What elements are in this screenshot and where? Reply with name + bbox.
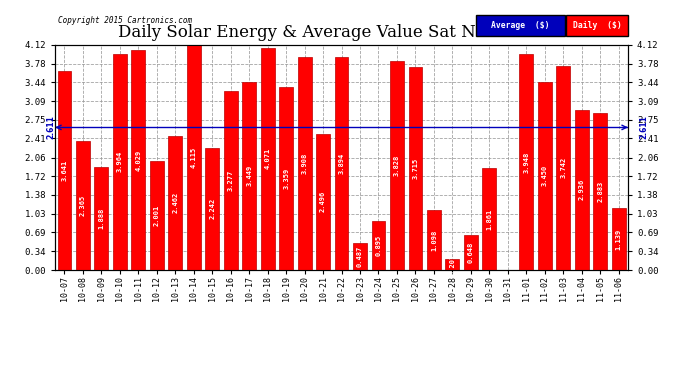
Text: 3.908: 3.908 — [302, 153, 308, 174]
Text: 3.277: 3.277 — [228, 170, 234, 191]
Title: Daily Solar Energy & Average Value Sat Nov 7 16:42: Daily Solar Energy & Average Value Sat N… — [119, 24, 564, 40]
Text: Daily  ($): Daily ($) — [573, 21, 622, 30]
Text: 2.001: 2.001 — [154, 205, 160, 226]
Text: 2.883: 2.883 — [597, 181, 603, 202]
Text: Copyright 2015 Cartronics.com: Copyright 2015 Cartronics.com — [58, 16, 193, 25]
Bar — [76, 141, 90, 270]
Text: 1.098: 1.098 — [431, 230, 437, 251]
Text: 4.115: 4.115 — [190, 147, 197, 168]
Bar — [464, 235, 477, 270]
Text: 0.487: 0.487 — [357, 246, 363, 267]
Bar — [297, 57, 311, 270]
Text: 3.449: 3.449 — [246, 165, 252, 186]
Bar — [612, 208, 626, 270]
Text: 3.641: 3.641 — [61, 160, 68, 181]
Bar — [206, 147, 219, 270]
Text: 0.207: 0.207 — [449, 254, 455, 275]
Text: 2.365: 2.365 — [80, 195, 86, 216]
Text: 2.611: 2.611 — [46, 116, 55, 140]
Text: 4.029: 4.029 — [135, 149, 141, 171]
Text: 2.936: 2.936 — [579, 179, 584, 201]
Text: 3.450: 3.450 — [542, 165, 548, 186]
Text: 2.496: 2.496 — [320, 191, 326, 213]
Bar — [131, 50, 146, 270]
Text: 0.648: 0.648 — [468, 242, 474, 263]
Text: 3.359: 3.359 — [283, 168, 289, 189]
Text: Average  ($): Average ($) — [491, 21, 549, 30]
Bar — [427, 210, 441, 270]
Bar — [316, 134, 330, 270]
Bar — [372, 221, 386, 270]
Text: 2.242: 2.242 — [209, 198, 215, 219]
Bar — [575, 110, 589, 270]
Text: 3.948: 3.948 — [523, 152, 529, 173]
Text: 3.964: 3.964 — [117, 151, 123, 172]
Bar — [335, 57, 348, 270]
Bar — [150, 161, 164, 270]
Bar — [390, 61, 404, 270]
Bar — [353, 243, 367, 270]
Bar — [408, 67, 422, 270]
FancyBboxPatch shape — [566, 15, 628, 36]
Text: 0.895: 0.895 — [375, 235, 382, 256]
Bar — [95, 167, 108, 270]
Text: 2.611: 2.611 — [640, 116, 649, 140]
Bar — [538, 82, 552, 270]
Text: 2.462: 2.462 — [172, 192, 178, 213]
Bar — [261, 48, 275, 270]
Text: 3.894: 3.894 — [339, 153, 344, 174]
Bar — [224, 91, 237, 270]
FancyBboxPatch shape — [476, 15, 565, 36]
Bar — [242, 82, 256, 270]
Text: 3.828: 3.828 — [394, 155, 400, 176]
Bar — [556, 66, 570, 270]
Bar — [482, 168, 496, 270]
Text: 1.139: 1.139 — [615, 228, 622, 249]
Text: 4.071: 4.071 — [265, 148, 270, 170]
Bar — [279, 87, 293, 270]
Text: 3.742: 3.742 — [560, 157, 566, 178]
Bar — [446, 259, 460, 270]
Bar — [113, 54, 127, 270]
Text: 3.715: 3.715 — [413, 158, 418, 179]
Text: 1.888: 1.888 — [99, 208, 104, 229]
Bar — [187, 45, 201, 270]
Text: 1.861: 1.861 — [486, 209, 493, 230]
Bar — [593, 112, 607, 270]
Bar — [520, 54, 533, 270]
Bar — [57, 71, 71, 270]
Bar — [168, 135, 182, 270]
